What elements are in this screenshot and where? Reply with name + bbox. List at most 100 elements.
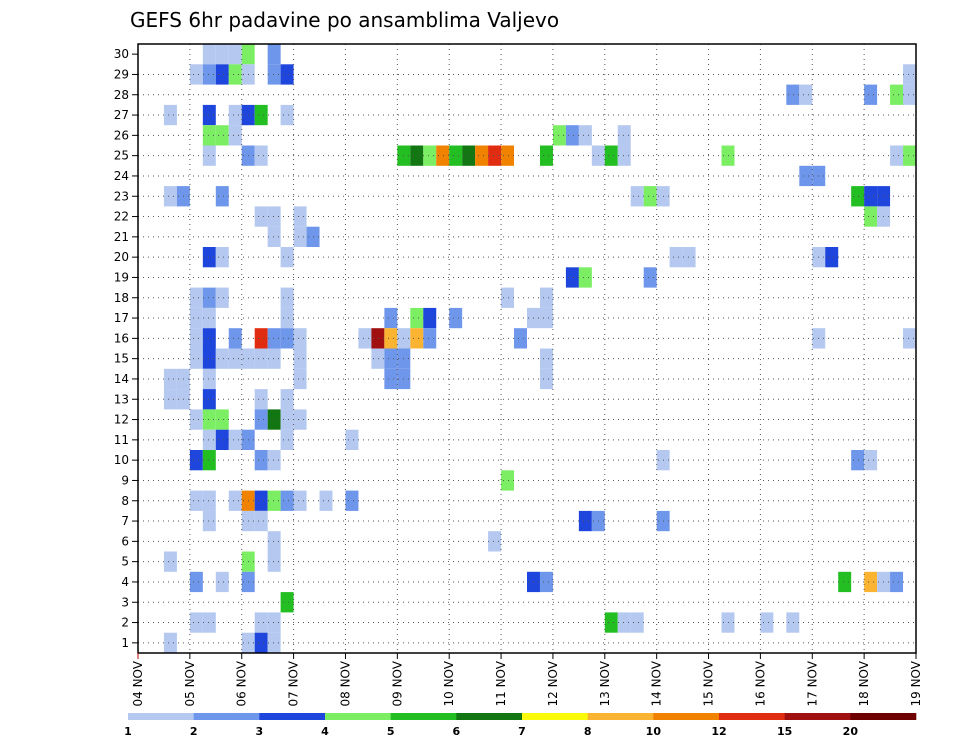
- heatmap-cell: [189, 571, 203, 593]
- heatmap-cell: [293, 409, 307, 430]
- heatmap-cell: [202, 145, 216, 166]
- heatmap-cell: [215, 247, 229, 268]
- y-tick-label: 29: [114, 67, 129, 81]
- heatmap-cell: [202, 247, 216, 268]
- y-tick-label: 9: [121, 473, 129, 487]
- heatmap-cell: [202, 44, 216, 65]
- heatmap-cell: [202, 510, 216, 532]
- y-tick-label: 4: [121, 575, 129, 589]
- heatmap-cell: [267, 64, 281, 85]
- heatmap-cell: [578, 125, 592, 146]
- heatmap-cell: [617, 612, 631, 633]
- heatmap-cell: [565, 267, 579, 288]
- heatmap-cell: [358, 328, 372, 349]
- heatmap-cell: [488, 145, 502, 166]
- y-tick-label: 16: [114, 331, 129, 345]
- heatmap-cell: [539, 307, 553, 329]
- heatmap-cell: [552, 125, 566, 146]
- heatmap-cell: [371, 328, 385, 349]
- heatmap-cell: [475, 145, 489, 166]
- heatmap-cell: [267, 551, 281, 572]
- x-axis-ticks: 04 NOV 05 NOV 06 NOV 07 NOV 08 NOV 09 NOV 10 N…: [131, 653, 923, 707]
- heatmap-cell: [410, 307, 424, 329]
- x-tick-label: 12 NOV: [546, 660, 560, 706]
- heatmap-cell: [280, 592, 294, 613]
- heatmap-cell: [617, 125, 631, 146]
- heatmap-cell: [228, 104, 242, 126]
- heatmap-cell: [189, 328, 203, 349]
- heatmap-cell: [449, 307, 463, 329]
- heatmap-cell: [267, 531, 281, 552]
- heatmap-cell: [643, 186, 657, 207]
- heatmap-cell: [903, 64, 916, 85]
- x-tick-label: 05 NOV: [183, 660, 197, 706]
- heatmap-cell: [280, 328, 294, 349]
- heatmap-cell: [254, 510, 268, 532]
- heatmap-cell: [254, 612, 268, 633]
- heatmap-cell: [215, 44, 229, 65]
- colorbar-swatch: [128, 713, 194, 720]
- heatmap-cell: [578, 510, 592, 532]
- colorbar-swatch: [522, 713, 588, 720]
- heatmap-cell: [539, 287, 553, 308]
- heatmap-cell: [202, 450, 216, 471]
- heatmap-cell: [864, 571, 878, 593]
- heatmap-cell: [371, 348, 385, 369]
- heatmap-cell: [864, 84, 878, 105]
- heatmap-cell: [267, 409, 281, 430]
- y-tick-label: 30: [114, 47, 129, 61]
- y-tick-label: 5: [121, 555, 129, 569]
- heatmap-cell: [254, 490, 268, 511]
- y-tick-label: 3: [121, 595, 129, 609]
- heatmap-cell: [293, 206, 307, 227]
- y-tick-label: 7: [121, 514, 129, 528]
- heatmap-cell: [215, 409, 229, 430]
- heatmap-cell: [864, 186, 878, 207]
- heatmap-cell: [267, 490, 281, 511]
- colorbar-swatch: [259, 713, 326, 720]
- heatmap-cell: [384, 348, 398, 369]
- heatmap-cell: [280, 389, 294, 410]
- heatmap-cell: [280, 247, 294, 268]
- heatmap-cell: [669, 247, 683, 268]
- colorbar-swatch: [390, 713, 457, 720]
- heatmap-cell: [864, 206, 878, 227]
- heatmap-cell: [189, 450, 203, 471]
- heatmap-cell: [410, 145, 424, 166]
- heatmap-cell: [539, 368, 553, 390]
- y-tick-label: 17: [114, 311, 129, 325]
- heatmap-cell: [228, 348, 242, 369]
- heatmap-cell: [202, 409, 216, 430]
- x-tick-label: 15 NOV: [702, 660, 716, 706]
- heatmap-cell: [293, 490, 307, 511]
- heatmap-cell: [604, 612, 618, 633]
- heatmap-cell: [630, 612, 644, 633]
- heatmap-cell: [280, 409, 294, 430]
- colorbar-label: 4: [321, 725, 329, 738]
- heatmap-cell: [267, 450, 281, 471]
- colorbar-swatch: [784, 713, 851, 720]
- heatmap-cell: [267, 328, 281, 349]
- heatmap-cell: [565, 125, 579, 146]
- chart-title: GEFS 6hr padavine po ansamblima Valjevo: [130, 8, 559, 32]
- heatmap-cell: [254, 450, 268, 471]
- heatmap-cell: [890, 84, 904, 105]
- heatmap-cell: [864, 450, 878, 471]
- heatmap-cell: [254, 104, 268, 126]
- heatmap-cell: [228, 44, 242, 65]
- heatmap-cell: [799, 84, 813, 105]
- heatmap-cell: [163, 368, 177, 390]
- heatmap-cell: [630, 186, 644, 207]
- heatmap-cell: [786, 84, 800, 105]
- x-tick-label: 19 NOV: [909, 660, 923, 706]
- y-tick-label: 22: [114, 210, 129, 224]
- heatmap-cell: [643, 267, 657, 288]
- y-tick-label: 24: [114, 169, 129, 183]
- heatmap-cell: [189, 490, 203, 511]
- heatmap-cell: [189, 612, 203, 633]
- heatmap-cell: [267, 44, 281, 65]
- heatmap-cell: [202, 104, 216, 126]
- heatmap-cell: [890, 571, 904, 593]
- heatmap-cell: [345, 429, 359, 450]
- x-tick-label: 06 NOV: [235, 660, 249, 706]
